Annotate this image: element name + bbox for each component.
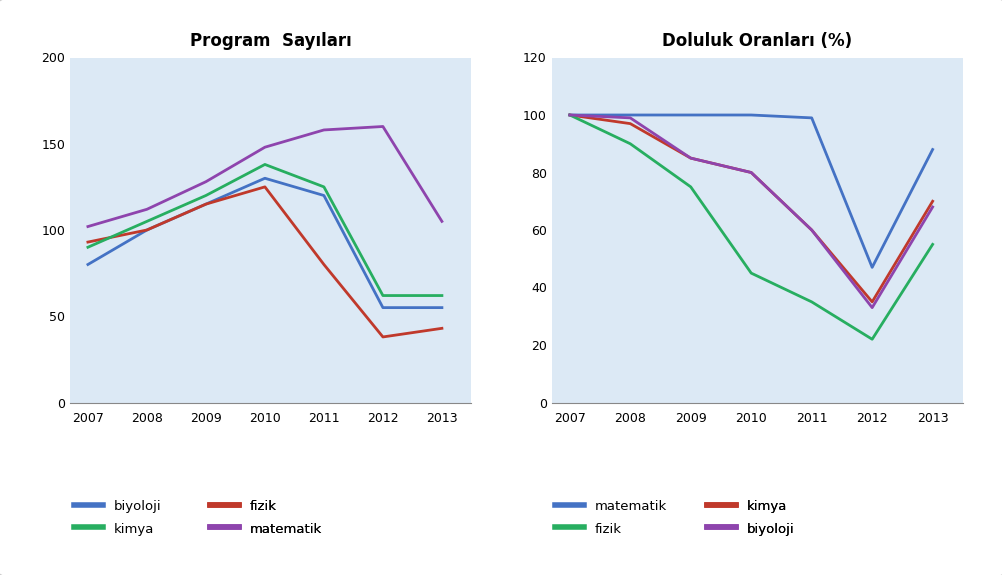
Title: Program  Sayıları: Program Sayıları bbox=[189, 32, 352, 51]
Title: Doluluk Oranları (%): Doluluk Oranları (%) bbox=[661, 32, 852, 51]
Legend: fizik, matematik: fizik, matematik bbox=[205, 494, 328, 541]
Legend: kimya, biyoloji: kimya, biyoloji bbox=[701, 494, 800, 541]
